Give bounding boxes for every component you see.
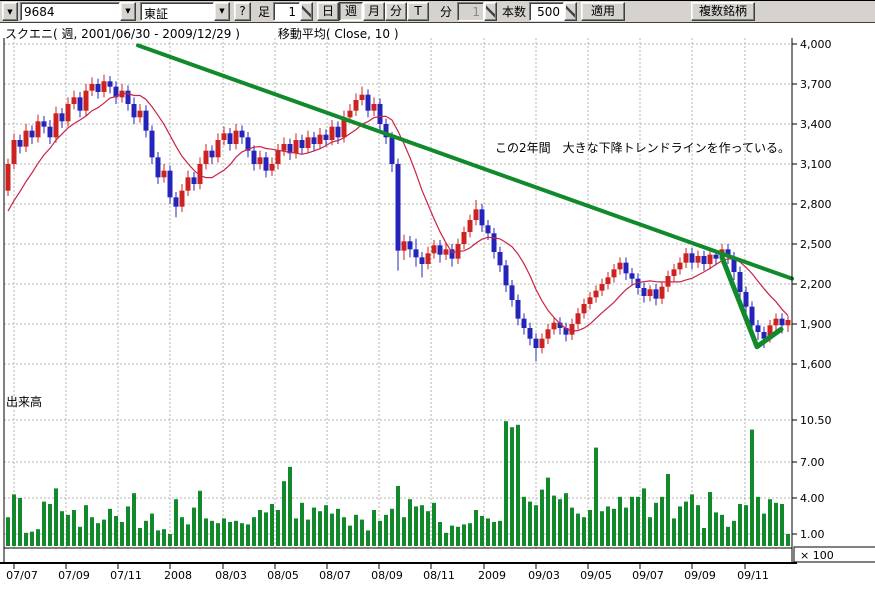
svg-text:3,700: 3,700 — [800, 78, 832, 91]
svg-text:出来高: 出来高 — [6, 394, 42, 409]
bar-count-label: 本数 — [502, 5, 527, 19]
svg-text:07/07: 07/07 — [6, 569, 38, 582]
svg-text:08/11: 08/11 — [423, 569, 455, 582]
period-weekly-button[interactable]: 週 — [339, 2, 364, 21]
candlesticks — [5, 74, 791, 362]
spinner-updown-icon[interactable] — [300, 2, 314, 21]
svg-text:09/07: 09/07 — [632, 569, 664, 582]
svg-text:1.00: 1.00 — [800, 528, 825, 541]
bar-type-label: 足 — [258, 5, 271, 19]
svg-text:4,000: 4,000 — [800, 38, 832, 51]
bar-interval-input[interactable]: 1 — [273, 2, 301, 21]
svg-text:2008: 2008 — [164, 569, 192, 582]
history-dropdown-button[interactable]: ▼ — [2, 2, 18, 21]
chart-svg: 4,000 3,700 3,400 3,100 2,800 2,500 2,200 1,900… — [0, 38, 875, 582]
moving-average-title: 移動平均( Close, 10 ) — [277, 27, 399, 41]
volume-axis-labels: 10.50 7.00 4.00 1.00 — [800, 414, 832, 541]
minute-interval-spinner: 1 — [457, 2, 498, 21]
price-axis-labels: 4,000 3,700 3,400 3,100 2,800 2,500 2,200 1,900… — [800, 38, 832, 371]
x-axis-labels: 07/07 07/09 07/11 2008 08/03 08/05 08/07 08/09 0… — [6, 569, 769, 582]
volume-bars — [6, 421, 790, 546]
chevron-down-icon: ▼ — [219, 7, 225, 15]
symbol-input[interactable]: 9684 — [20, 2, 120, 21]
svg-text:7.00: 7.00 — [800, 456, 825, 469]
chevron-down-icon: ▼ — [7, 8, 13, 16]
trendline-main — [136, 43, 794, 281]
svg-text:09/05: 09/05 — [580, 569, 612, 582]
period-daily-button[interactable]: 日 — [317, 2, 340, 21]
period-minute-button[interactable]: 分 — [385, 2, 408, 21]
bar-count-spinner[interactable]: 500 — [529, 2, 578, 21]
period-tick-button[interactable]: T — [407, 2, 430, 21]
svg-text:3,100: 3,100 — [800, 158, 832, 171]
svg-text:2,200: 2,200 — [800, 278, 832, 291]
svg-text:09/09: 09/09 — [684, 569, 716, 582]
bar-interval-spinner[interactable]: 1 — [273, 2, 314, 21]
svg-text:07/09: 07/09 — [58, 569, 90, 582]
spinner-updown-icon[interactable] — [564, 2, 578, 21]
exchange-combobox[interactable]: 東証 ▼ — [140, 2, 230, 21]
multi-symbol-button[interactable]: 複数銘柄 — [691, 2, 756, 21]
annotation-label: この2年間 大きな下降トレンドラインを作っている。 — [495, 141, 790, 155]
grid-lines — [4, 38, 792, 548]
svg-text:1,900: 1,900 — [800, 318, 832, 331]
chart-area[interactable]: 4,000 3,700 3,400 3,100 2,800 2,500 2,200 1,900… — [0, 38, 875, 607]
exchange-dropdown-button[interactable]: ▼ — [214, 2, 230, 21]
svg-text:2,800: 2,800 — [800, 198, 832, 211]
symbol-combobox[interactable]: 9684 ▼ — [20, 2, 136, 21]
chart-title-row: スクエニ( 週, 2001/06/30 - 2009/12/29 ) 移動平均(… — [5, 25, 399, 41]
series-title: スクエニ( 週, 2001/06/30 - 2009/12/29 ) — [5, 27, 240, 41]
svg-text:2,500: 2,500 — [800, 238, 832, 251]
minute-interval-input: 1 — [457, 2, 485, 21]
svg-text:2009: 2009 — [478, 569, 506, 582]
chevron-down-icon: ▼ — [125, 7, 131, 15]
svg-text:10.50: 10.50 — [800, 414, 832, 427]
toolbar: ▼ 9684 ▼ 東証 ▼ ? 足 1 日 週 月 分 T 分 1 本数 500… — [0, 0, 875, 23]
svg-text:08/09: 08/09 — [371, 569, 403, 582]
axes — [0, 38, 797, 569]
spinner-updown-icon — [484, 2, 498, 21]
svg-text:× 100: × 100 — [800, 549, 834, 562]
trendline-short — [719, 254, 784, 350]
bar-count-input[interactable]: 500 — [529, 2, 565, 21]
svg-text:08/03: 08/03 — [215, 569, 247, 582]
spacer — [240, 25, 278, 39]
ma-line — [7, 92, 789, 332]
symbol-dropdown-button[interactable]: ▼ — [120, 2, 136, 21]
svg-text:1,600: 1,600 — [800, 358, 832, 371]
volume-pane-label: 出来高 — [6, 394, 42, 409]
svg-text:08/07: 08/07 — [319, 569, 351, 582]
period-monthly-button[interactable]: 月 — [363, 2, 386, 21]
help-button[interactable]: ? — [234, 2, 251, 21]
svg-text:この2年間 大きな下降トレンドラインを作っている。: この2年間 大きな下降トレンドラインを作っている。 — [495, 141, 790, 155]
svg-text:07/11: 07/11 — [110, 569, 142, 582]
svg-text:4.00: 4.00 — [800, 492, 825, 505]
svg-text:09/11: 09/11 — [737, 569, 769, 582]
unit-box: × 100 — [793, 546, 875, 563]
apply-button[interactable]: 適用 — [581, 2, 626, 21]
exchange-input[interactable]: 東証 — [140, 2, 214, 21]
minute-label: 分 — [440, 5, 453, 19]
svg-text:3,400: 3,400 — [800, 118, 832, 131]
svg-text:09/03: 09/03 — [528, 569, 560, 582]
svg-text:08/05: 08/05 — [267, 569, 299, 582]
